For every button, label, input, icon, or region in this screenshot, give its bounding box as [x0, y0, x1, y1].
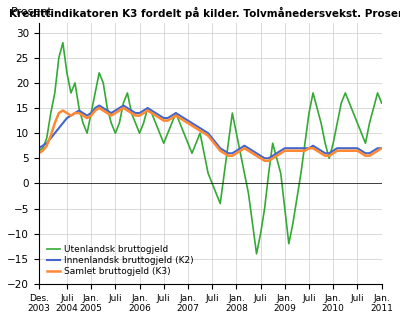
Innenlandsk bruttogjeld (K2)	[72, 111, 77, 115]
Innenlandsk bruttogjeld (K2)	[36, 146, 41, 150]
Samlet bruttogjeld (K3)	[379, 146, 384, 150]
Utenlandsk bruttogjeld	[60, 41, 65, 44]
Innenlandsk bruttogjeld (K2)	[262, 156, 267, 160]
Samlet bruttogjeld (K3)	[52, 121, 57, 125]
Samlet bruttogjeld (K3)	[262, 159, 267, 163]
Line: Samlet bruttogjeld (K3): Samlet bruttogjeld (K3)	[39, 108, 382, 161]
Innenlandsk bruttogjeld (K2)	[97, 104, 102, 108]
Samlet bruttogjeld (K3)	[97, 106, 102, 110]
Utenlandsk bruttogjeld	[306, 111, 311, 115]
Utenlandsk bruttogjeld	[335, 121, 340, 125]
Samlet bruttogjeld (K3)	[335, 149, 340, 153]
Innenlandsk bruttogjeld (K2)	[379, 146, 384, 150]
Samlet bruttogjeld (K3)	[306, 146, 311, 150]
Innenlandsk bruttogjeld (K2)	[52, 131, 57, 135]
Innenlandsk bruttogjeld (K2)	[335, 146, 340, 150]
Utenlandsk bruttogjeld	[36, 149, 41, 153]
Innenlandsk bruttogjeld (K2)	[206, 131, 210, 135]
Samlet bruttogjeld (K3)	[72, 111, 77, 115]
Legend: Utenlandsk bruttogjeld, Innenlandsk bruttogjeld (K2), Samlet bruttogjeld (K3): Utenlandsk bruttogjeld, Innenlandsk brut…	[43, 242, 197, 279]
Innenlandsk bruttogjeld (K2)	[306, 146, 311, 150]
Utenlandsk bruttogjeld	[77, 106, 82, 110]
Utenlandsk bruttogjeld	[254, 252, 259, 256]
Utenlandsk bruttogjeld	[206, 172, 210, 175]
Samlet bruttogjeld (K3)	[36, 151, 41, 155]
Title: Kredittindikatoren K3 fordelt på kilder. Tolvmånedersvekst. Prosent: Kredittindikatoren K3 fordelt på kilder.…	[10, 7, 400, 19]
Samlet bruttogjeld (K3)	[206, 134, 210, 138]
Y-axis label: Prosent: Prosent	[11, 7, 53, 17]
Innenlandsk bruttogjeld (K2)	[44, 141, 49, 145]
Line: Innenlandsk bruttogjeld (K2): Innenlandsk bruttogjeld (K2)	[39, 106, 382, 158]
Utenlandsk bruttogjeld	[52, 91, 57, 95]
Utenlandsk bruttogjeld	[379, 101, 384, 105]
Line: Utenlandsk bruttogjeld: Utenlandsk bruttogjeld	[39, 43, 382, 254]
Utenlandsk bruttogjeld	[44, 136, 49, 140]
Samlet bruttogjeld (K3)	[44, 144, 49, 148]
